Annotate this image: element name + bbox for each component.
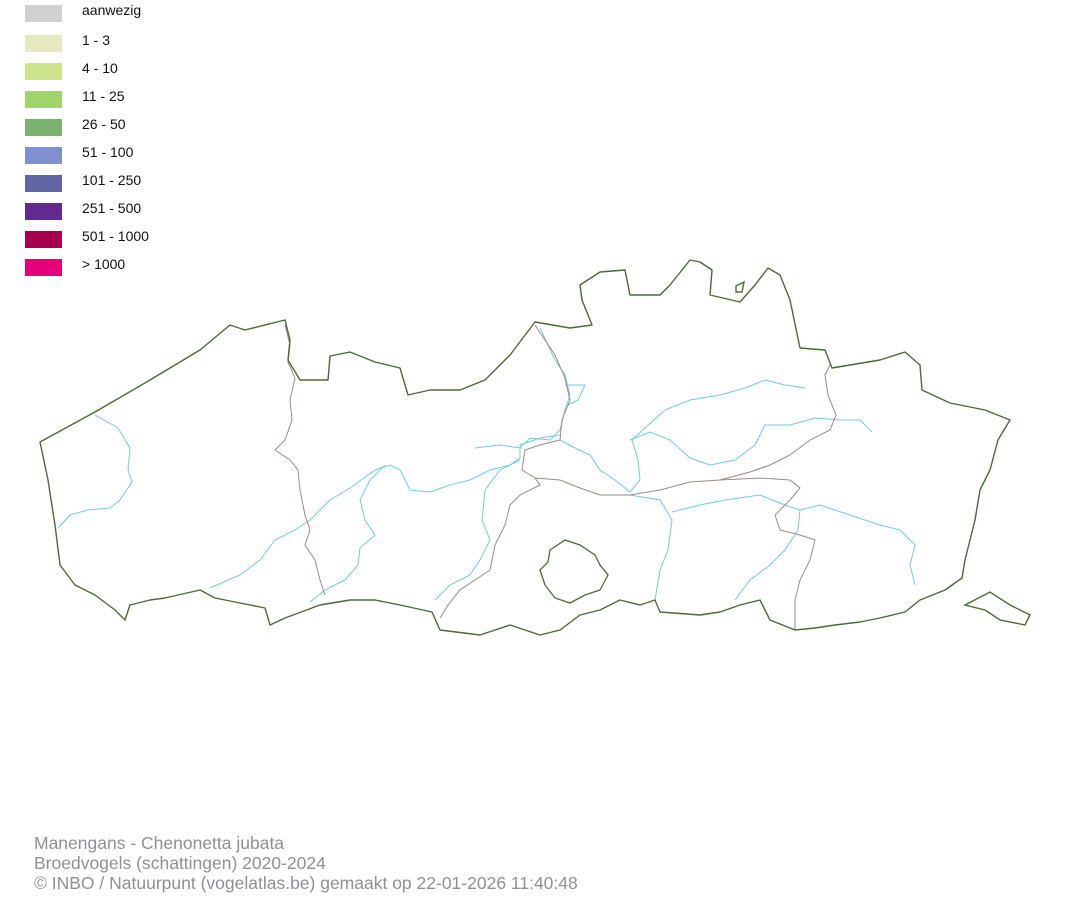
flanders-border	[39, 259, 1011, 636]
border-oost-vlaanderen-antwerpen	[439, 324, 571, 619]
legend-item: 11 - 25	[25, 88, 225, 108]
legend-label: 251 - 500	[82, 200, 142, 216]
legend-label: 26 - 50	[82, 116, 126, 132]
river-dijle	[629, 494, 673, 601]
rivers	[57, 327, 916, 603]
province-borders	[274, 324, 837, 630]
legend-swatch	[25, 231, 62, 248]
river-leie	[209, 434, 561, 589]
species-title: Manengans - Chenonetta jubata	[34, 833, 285, 853]
legend-item: 101 - 250	[25, 172, 225, 192]
baarle-hertog-enclave	[735, 280, 745, 293]
legend-label: 101 - 250	[82, 172, 142, 188]
legend-item: 251 - 500	[25, 200, 225, 220]
credit-line: © INBO / Natuurpunt (vogelatlas.be) gema…	[34, 873, 578, 893]
map-footer: Manengans - Chenonetta jubata Broedvogel…	[34, 833, 578, 893]
brussels-border	[539, 539, 609, 604]
legend-swatch	[25, 259, 62, 276]
legend-swatch	[25, 203, 62, 220]
border-west-oost-vlaanderen	[274, 324, 326, 596]
legend-label: 1 - 3	[82, 32, 111, 48]
legend-label: > 1000	[82, 256, 126, 272]
legend-swatch	[25, 119, 62, 136]
legend-swatch	[25, 147, 62, 164]
legend-swatch	[25, 91, 62, 108]
legend-label: aanwezig	[82, 2, 142, 18]
legend-swatch	[25, 175, 62, 192]
legend-swatch	[25, 5, 62, 22]
dataset-subtitle: Broedvogels (schattingen) 2020-2024	[34, 853, 326, 873]
legend-label: 501 - 1000	[82, 228, 149, 244]
legend-item: 51 - 100	[25, 144, 225, 164]
legend-item: 501 - 1000	[25, 228, 225, 248]
river-schelde	[434, 327, 571, 601]
legend-label: 11 - 25	[82, 88, 125, 104]
river-nete	[559, 379, 806, 493]
legend-label: 51 - 100	[82, 144, 134, 160]
voeren-border	[963, 591, 1031, 626]
legend-swatch	[25, 63, 62, 80]
legend-item: 1 - 3	[25, 32, 225, 52]
legend-item: 26 - 50	[25, 116, 225, 136]
legend-swatch	[25, 35, 62, 52]
border-vlaams-brabant-limburg	[719, 477, 816, 630]
legend-item: > 1000	[25, 256, 225, 276]
river-demer	[671, 494, 916, 586]
river-ijzer	[57, 414, 133, 529]
legend-label: 4 - 10	[82, 60, 118, 76]
river-grote-nete	[629, 417, 873, 466]
border-antwerpen-vlaams-brabant	[534, 364, 837, 496]
river-gete	[734, 509, 801, 601]
legend-item: aanwezig	[25, 2, 225, 22]
river-dender	[309, 464, 386, 603]
river-durme	[565, 384, 586, 406]
legend-item: 4 - 10	[25, 60, 225, 80]
